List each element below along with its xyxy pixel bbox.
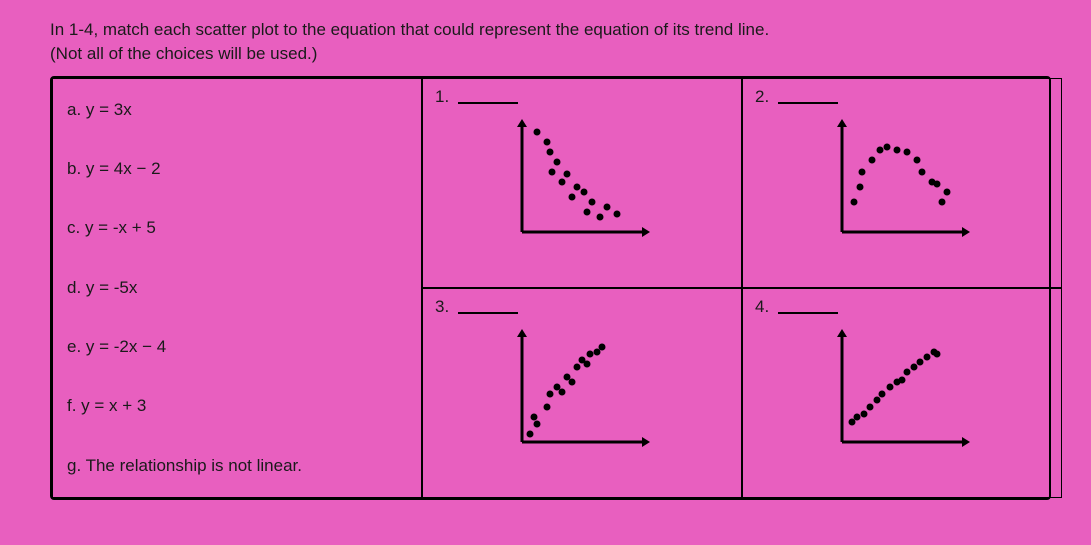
answer-blank-2[interactable] [778,90,838,104]
answer-blank-4[interactable] [778,300,838,314]
choice-c: c. y = -x + 5 [67,215,407,241]
choice-g: g. The relationship is not linear. [67,453,407,479]
scatter-plot-2 [822,112,982,262]
instructions-line1: In 1-4, match each scatter plot to the e… [50,18,1051,42]
choices-panel: a. y = 3x b. y = 4x − 2 c. y = -x + 5 d.… [52,78,422,498]
scatter-plot-4 [822,322,982,472]
scatter-plot-3 [502,322,662,472]
choice-a: a. y = 3x [67,97,407,123]
plot-cell-3: 3. [422,288,742,498]
plot-cell-1: 1. [422,78,742,288]
plot-cell-4: 4. [742,288,1062,498]
choice-e: e. y = -2x − 4 [67,334,407,360]
choice-d: d. y = -5x [67,275,407,301]
plot-label-4: 4. [755,297,769,317]
choice-b: b. y = 4x − 2 [67,156,407,182]
plot-label-2: 2. [755,87,769,107]
instructions: In 1-4, match each scatter plot to the e… [50,18,1051,66]
scatter-plot-1 [502,112,662,262]
answer-blank-1[interactable] [458,90,518,104]
answer-blank-3[interactable] [458,300,518,314]
instructions-line2: (Not all of the choices will be used.) [50,42,1051,66]
plot-label-1: 1. [435,87,449,107]
choice-f: f. y = x + 3 [67,393,407,419]
plot-cell-2: 2. [742,78,1062,288]
worksheet-grid: a. y = 3x b. y = 4x − 2 c. y = -x + 5 d.… [50,76,1051,500]
plot-label-3: 3. [435,297,449,317]
